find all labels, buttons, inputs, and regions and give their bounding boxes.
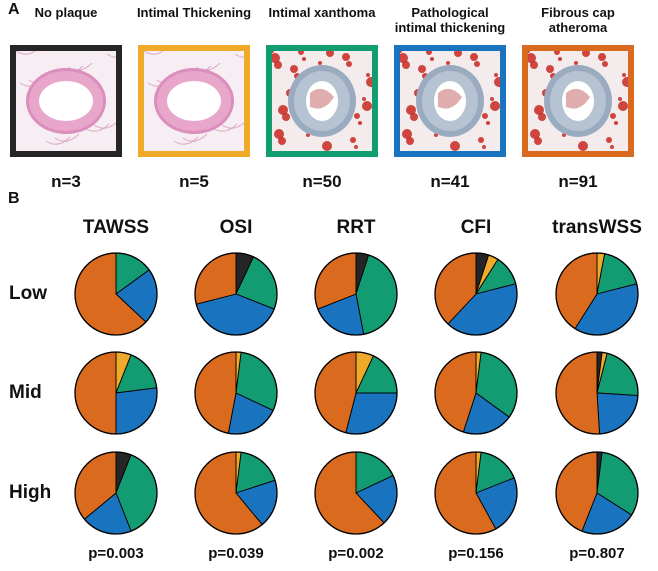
sample-count: n=50 xyxy=(302,172,342,191)
histology-image xyxy=(138,45,250,157)
pie-slice-pathological-intimal-thickening xyxy=(115,387,158,435)
pie-cfi-mid xyxy=(434,351,518,435)
p-value: p=0.002 xyxy=(328,545,384,562)
pie-outline xyxy=(194,252,278,336)
pie-outline xyxy=(434,252,518,336)
pie-rrt-high xyxy=(314,451,398,535)
histology-image xyxy=(266,45,378,157)
sample-count: n=5 xyxy=(179,172,209,191)
pie-transwss-low xyxy=(555,252,639,336)
level-label: Mid xyxy=(9,382,42,403)
metric-header: TAWSS xyxy=(82,217,150,238)
pie-osi-low xyxy=(194,252,278,336)
p-value: p=0.156 xyxy=(448,545,504,562)
metric-header: OSI xyxy=(219,217,253,238)
pie-tawss-mid xyxy=(74,351,158,435)
pie-outline xyxy=(555,351,639,435)
pie-transwss-high xyxy=(555,451,639,535)
p-value: p=0.807 xyxy=(569,545,625,562)
pie-outline xyxy=(314,351,398,435)
histology-title: Pathological intimal thickening xyxy=(394,5,506,35)
sample-count: n=3 xyxy=(51,172,81,191)
metric-header: transWSS xyxy=(552,217,642,238)
pie-transwss-mid xyxy=(555,351,639,435)
sample-count: n=41 xyxy=(430,172,470,191)
level-label: Low xyxy=(9,283,47,304)
histology-title: No plaque xyxy=(34,5,98,20)
pie-outline xyxy=(314,451,398,535)
histology-image xyxy=(10,45,122,157)
pie-outline xyxy=(194,451,278,535)
sample-count: n=91 xyxy=(558,172,598,191)
histology-title: Intimal Thickening xyxy=(136,5,252,20)
p-value: p=0.003 xyxy=(88,545,144,562)
pie-outline xyxy=(74,252,158,336)
metric-header: RRT xyxy=(336,217,376,238)
pie-slice-fibrous-cap-atheroma xyxy=(74,351,117,435)
pie-tawss-low xyxy=(74,252,158,336)
panel-letter-a: A xyxy=(8,1,20,18)
pie-osi-high xyxy=(194,451,278,535)
histology-image xyxy=(394,45,506,157)
histology-image xyxy=(522,45,634,157)
pie-cfi-low xyxy=(434,252,518,336)
pie-outline xyxy=(434,451,518,535)
p-value: p=0.039 xyxy=(208,545,264,562)
pie-outline xyxy=(74,351,158,435)
panel-letter-b: B xyxy=(8,190,20,207)
pie-cfi-high xyxy=(434,451,518,535)
pie-osi-mid xyxy=(194,351,278,435)
pie-rrt-mid xyxy=(314,351,398,435)
metric-header: CFI xyxy=(460,217,492,238)
pie-tawss-high xyxy=(74,451,158,535)
pie-slice-fibrous-cap-atheroma xyxy=(194,351,237,434)
pie-outline xyxy=(314,252,398,336)
pie-outline xyxy=(434,351,518,435)
pie-outline xyxy=(555,252,639,336)
pie-slice-fibrous-cap-atheroma xyxy=(555,351,601,435)
histology-title: Intimal xanthoma xyxy=(268,5,376,20)
histology-title: Fibrous cap atheroma xyxy=(541,5,615,35)
pie-outline xyxy=(194,351,278,435)
pie-outline xyxy=(555,451,639,535)
pie-rrt-low xyxy=(314,252,398,336)
pie-outline xyxy=(74,451,158,535)
level-label: High xyxy=(9,482,52,503)
